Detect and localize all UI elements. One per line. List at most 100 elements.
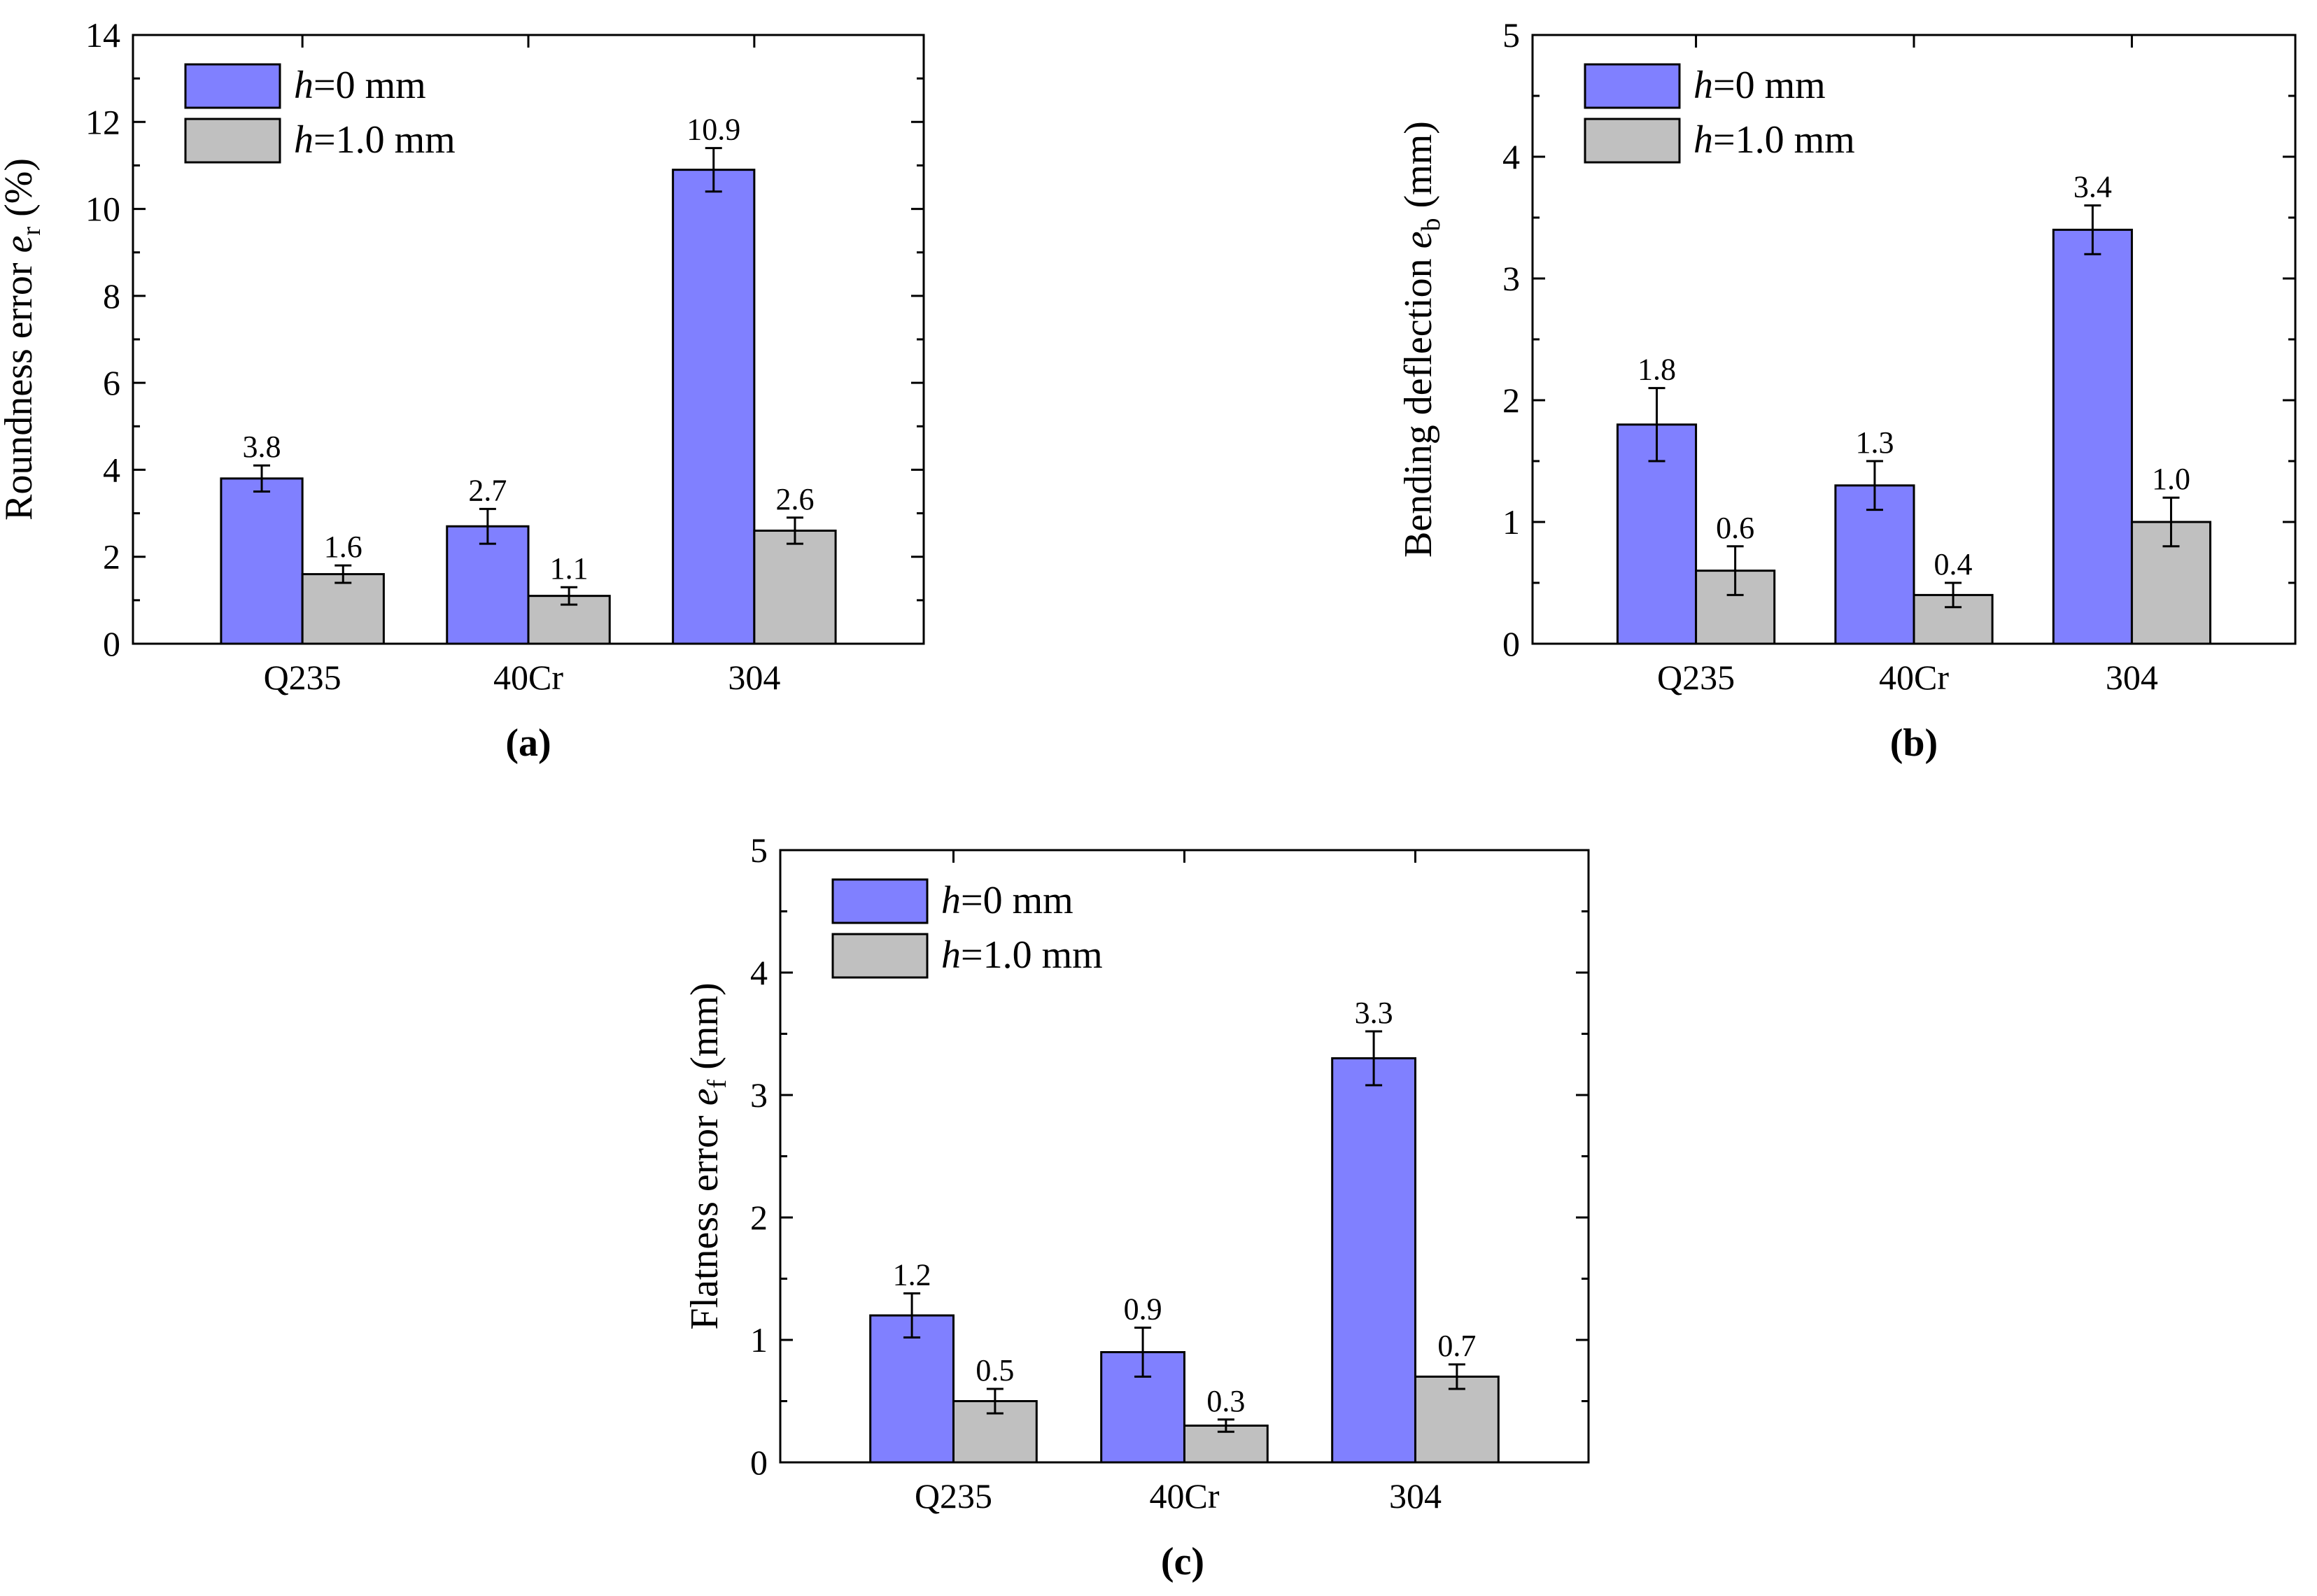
y-axis-title-text: Roundness error — [0, 253, 41, 521]
y-tick-label: 1 — [1502, 502, 1520, 542]
y-tick-label: 0 — [103, 624, 120, 663]
data-label: 3.8 — [243, 430, 281, 464]
data-label: 0.7 — [1437, 1329, 1476, 1363]
y-axis-title: Flatness error ef (mm) — [683, 982, 732, 1329]
legend-label: h=0 mm — [1693, 64, 1826, 107]
legend-label-rest: =1.0 mm — [1713, 118, 1855, 162]
legend-label-var: h — [294, 118, 314, 162]
data-label: 1.8 — [1638, 353, 1676, 387]
legend-label-var: h — [941, 879, 961, 922]
legend-label-rest: =1.0 mm — [961, 933, 1103, 977]
legend-label: h=1.0 mm — [294, 118, 456, 162]
legend-label-var: h — [941, 933, 961, 977]
legend-swatch — [831, 878, 929, 924]
data-label: 3.3 — [1355, 996, 1393, 1030]
bar — [2052, 228, 2133, 645]
x-tick-label: 304 — [2106, 658, 2158, 697]
legend-label-var: h — [294, 64, 314, 107]
y-tick-label: 0 — [1502, 624, 1520, 663]
chart-panel-b: 0 1 2 3 4 5 Bending deflection eb (mm) Q235 1.8 0… — [1397, 15, 2297, 765]
y-axis-title-unit: (mm) — [1397, 121, 1440, 218]
bar — [1331, 1057, 1416, 1464]
data-label: 0.5 — [976, 1353, 1014, 1387]
data-label: 10.9 — [686, 113, 740, 147]
y-axis-title-var: e — [683, 1088, 726, 1106]
bar — [1414, 1376, 1500, 1464]
y-tick-label: 5 — [750, 831, 768, 870]
legend-swatch — [184, 63, 281, 109]
legend-label: h=1.0 mm — [1693, 118, 1855, 162]
y-axis-title-sub: b — [1416, 218, 1446, 231]
chart-panel-c: 0 1 2 3 4 5 Flatness error ef (mm) Q235 1.2 0.5 40… — [683, 831, 1590, 1583]
y-tick-label: 4 — [1502, 137, 1520, 176]
y-tick-label: 2 — [103, 537, 120, 577]
legend-label: h=0 mm — [294, 64, 426, 107]
y-axis-title: Bending deflection eb (mm) — [1397, 121, 1446, 558]
data-label: 2.6 — [775, 482, 814, 516]
legend-swatch — [1584, 118, 1681, 164]
y-tick-label: 8 — [103, 276, 120, 316]
legend-label-var: h — [1693, 64, 1713, 107]
x-tick-label: 304 — [728, 658, 780, 697]
legend-label-rest: =0 mm — [1713, 64, 1826, 107]
legend-label: h=1.0 mm — [941, 933, 1103, 977]
y-axis-title-text: Flatness error — [683, 1106, 726, 1329]
x-tick-label: Q235 — [264, 658, 341, 697]
legend-label-rest: =1.0 mm — [314, 118, 456, 162]
legend-label-rest: =0 mm — [961, 879, 1073, 922]
y-axis-title-unit: (mm) — [683, 982, 726, 1079]
y-axis-title-var: e — [0, 236, 41, 253]
x-tick-label: 304 — [1389, 1476, 1442, 1516]
bar — [753, 529, 837, 645]
x-tick-label: 40Cr — [1879, 658, 1949, 697]
bar — [220, 477, 304, 645]
data-label: 1.1 — [550, 551, 589, 586]
bar — [301, 573, 385, 645]
bar — [672, 169, 756, 645]
bar — [869, 1314, 955, 1464]
y-axis-title-text: Bending deflection — [1397, 248, 1440, 558]
y-tick-label: 0 — [750, 1443, 768, 1482]
legend-swatch — [831, 933, 929, 979]
panel-label: (b) — [1890, 721, 1938, 765]
data-label: 3.4 — [2073, 170, 2112, 204]
y-axis-title: Roundness error er (%) — [0, 158, 46, 521]
y-tick-label: 4 — [103, 450, 120, 489]
data-label: 1.3 — [1855, 425, 1894, 460]
data-label: 1.0 — [2152, 462, 2190, 496]
y-tick-label: 2 — [750, 1198, 768, 1237]
bar — [1834, 484, 1915, 645]
data-label: 0.3 — [1206, 1384, 1245, 1418]
data-label: 1.2 — [893, 1258, 931, 1292]
y-axis-title-sub: r — [17, 227, 46, 236]
panel-label: (a) — [505, 721, 551, 765]
legend-label-rest: =0 mm — [314, 64, 426, 107]
y-tick-label: 14 — [85, 15, 120, 55]
data-label: 0.6 — [1716, 511, 1754, 545]
panel-label: (c) — [1161, 1540, 1204, 1583]
x-tick-label: 40Cr — [1150, 1476, 1220, 1516]
y-tick-label: 3 — [750, 1075, 768, 1115]
legend-label: h=0 mm — [941, 879, 1073, 922]
x-tick-label: Q235 — [1657, 658, 1735, 697]
legend-swatch — [184, 118, 281, 164]
chart-panel-a: 0 2 4 6 8 10 12 14 Roundness error er (%) Q235 3.8… — [0, 15, 925, 765]
x-tick-label: 40Cr — [493, 658, 563, 697]
y-axis-title-sub: f — [703, 1079, 732, 1088]
y-tick-label: 3 — [1502, 259, 1520, 298]
data-label: 1.6 — [324, 530, 362, 564]
y-tick-label: 10 — [85, 190, 120, 229]
legend-label-var: h — [1693, 118, 1713, 162]
y-tick-label: 12 — [85, 102, 120, 141]
y-axis-title-unit: (%) — [0, 158, 41, 227]
y-tick-label: 2 — [1502, 381, 1520, 420]
x-tick-label: Q235 — [915, 1476, 992, 1516]
data-label: 2.7 — [468, 473, 507, 507]
y-tick-label: 4 — [750, 953, 768, 992]
y-tick-label: 5 — [1502, 15, 1520, 55]
y-tick-label: 6 — [103, 363, 120, 402]
y-axis-title-var: e — [1397, 231, 1440, 248]
data-label: 0.9 — [1124, 1292, 1162, 1327]
y-tick-label: 1 — [750, 1320, 768, 1360]
